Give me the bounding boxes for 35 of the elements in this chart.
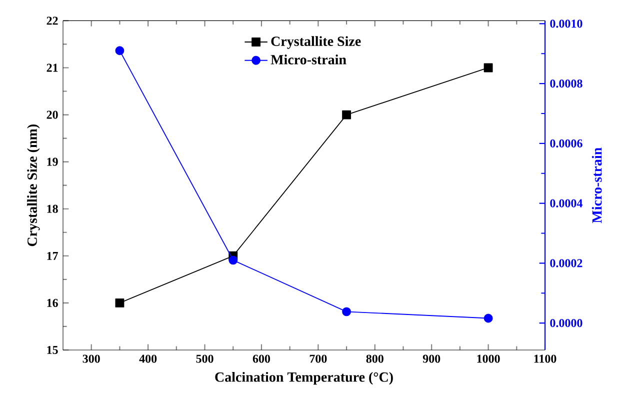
y-tick-label: 19: [47, 158, 58, 166]
y2-axis-title: Micro-strain: [592, 148, 602, 224]
point: [342, 110, 352, 120]
y2-tick-label: 0.0000: [550, 318, 582, 328]
legend-label: Micro-strain: [270, 54, 346, 64]
x-axis-title: Calcination Temperature (°C): [215, 372, 393, 385]
y2-tick-label: 0.0010: [550, 20, 582, 28]
x-tick-label: 500: [196, 354, 214, 363]
y-tick-label: 20: [46, 110, 58, 119]
x-tick-label: 800: [366, 354, 384, 363]
x-tick-label: 1100: [534, 354, 556, 363]
point: [115, 298, 124, 308]
y2-tick-label: 0.0004: [550, 199, 582, 208]
x-tick-label: 1000: [477, 354, 500, 363]
legend-label: Crystallite Size: [271, 36, 361, 49]
y2-tick-label: 0.0008: [550, 79, 582, 88]
y-tick-label: 17: [47, 252, 58, 260]
point: [484, 63, 493, 72]
y-tick-label: 22: [46, 16, 58, 25]
y2-tick-label: 0.0002: [550, 259, 582, 268]
y-tick-label: 15: [47, 346, 58, 354]
x-tick-label: 900: [422, 354, 440, 363]
point: [228, 256, 238, 265]
point: [484, 314, 493, 323]
point: [115, 46, 124, 56]
point: [342, 307, 352, 316]
x-tick-label: 700: [310, 354, 327, 363]
y-tick-label: 21: [46, 64, 58, 72]
y-tick-label: 16: [47, 298, 58, 307]
x-tick-label: 400: [139, 354, 157, 363]
x-tick-label: 300: [82, 354, 100, 363]
y-tick-label: 18: [47, 204, 58, 213]
x-tick-label: 600: [252, 354, 270, 363]
y2-tick-label: 0.0006: [550, 139, 582, 148]
y-axis-title: Crystallite Size (nm): [27, 124, 40, 246]
